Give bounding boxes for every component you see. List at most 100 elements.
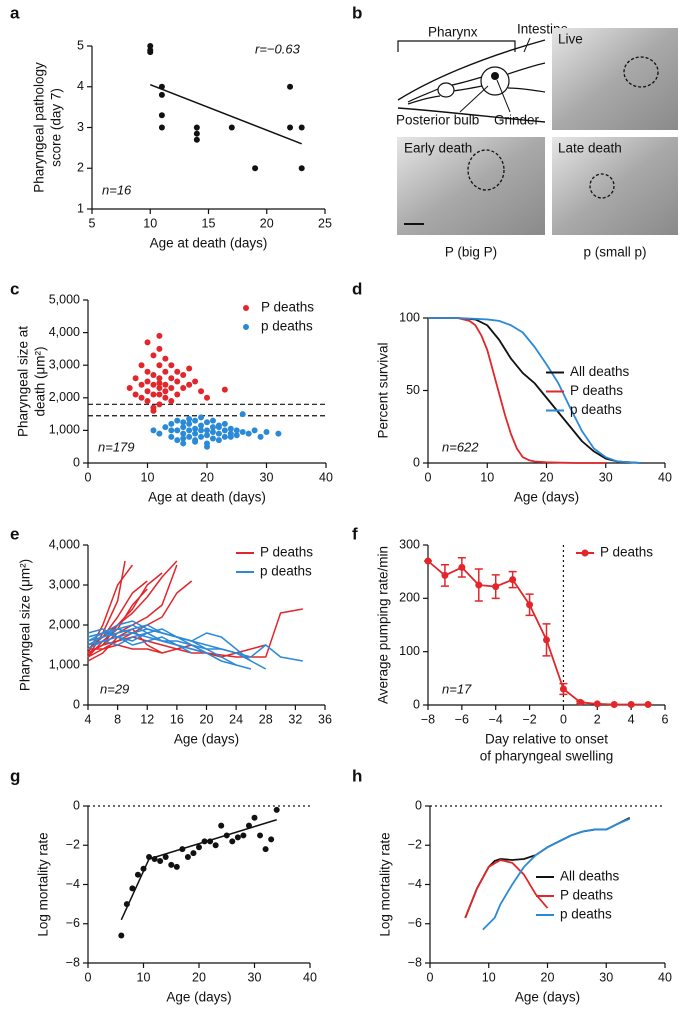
point [192, 430, 199, 437]
point [186, 365, 193, 372]
point [204, 427, 210, 434]
y-tick-label: 0 [413, 697, 420, 711]
x-tick-label: 30 [248, 970, 262, 984]
legend-label: P deaths [570, 383, 623, 398]
annotation: n=622 [442, 439, 479, 454]
point [240, 832, 247, 839]
point [576, 698, 584, 706]
y-tick-label: 0 [73, 798, 80, 812]
point [156, 385, 163, 392]
point [268, 836, 275, 843]
point [209, 435, 216, 442]
point [610, 700, 618, 708]
x-tick-label: 10 [143, 216, 157, 230]
point [198, 422, 205, 429]
x-axis-label: Age at death (days) [150, 236, 268, 251]
pharynx-outline [589, 173, 615, 199]
point [174, 427, 181, 434]
y-tick-label: 4 [77, 79, 84, 93]
y-axis-label: Pharyngeal size at [16, 326, 31, 437]
point [150, 407, 157, 414]
point [144, 378, 151, 385]
x-tick-label: 20 [192, 970, 206, 984]
point [193, 136, 200, 143]
point [156, 332, 163, 339]
point [245, 430, 252, 437]
point [193, 130, 200, 137]
panel-letter: b [352, 3, 362, 22]
point [227, 433, 234, 440]
x-axis-label: Age (days) [166, 990, 231, 1005]
point [228, 124, 235, 131]
pharynx-outline [467, 149, 505, 191]
point [180, 435, 187, 442]
point [150, 371, 157, 378]
posterior-bulb [480, 66, 510, 96]
x-tick-label: 4 [85, 712, 92, 726]
point [273, 806, 280, 813]
point [156, 380, 163, 387]
legend-label: p deaths [560, 907, 612, 922]
point [186, 420, 193, 427]
point [198, 414, 205, 421]
point [239, 411, 246, 418]
x-tick-label: 0 [427, 970, 434, 984]
point [150, 427, 157, 434]
point [209, 429, 216, 436]
point [186, 433, 193, 440]
point [129, 885, 136, 892]
point [162, 381, 169, 388]
point [180, 430, 187, 437]
point [198, 388, 205, 395]
x-tick-label: 10 [482, 970, 496, 984]
series-line [482, 817, 631, 931]
series-line [428, 317, 642, 464]
point [157, 857, 164, 864]
legend-label: p deaths [570, 402, 622, 417]
point [168, 427, 175, 434]
y-axis-label: Pharyngeal pathology [32, 62, 47, 193]
point [644, 700, 652, 708]
x-tick-label: 12 [140, 712, 154, 726]
point [229, 838, 236, 845]
point [251, 427, 258, 434]
y-tick-label: 1,000 [49, 657, 80, 671]
point [204, 443, 210, 450]
point [162, 368, 169, 375]
x-tick-label: 15 [202, 216, 216, 230]
x-tick-label: 10 [141, 470, 155, 484]
point [221, 420, 228, 427]
x-tick-label: 20 [200, 470, 214, 484]
pointer [459, 85, 489, 113]
point [168, 861, 175, 868]
x-tick-label: 36 [318, 712, 332, 726]
x-tick-label: 20 [260, 216, 274, 230]
trajectory-line [87, 620, 252, 662]
point [492, 583, 500, 591]
point [180, 371, 187, 378]
x-axis-label: Age at death (days) [148, 490, 266, 505]
legend-label: P deaths [560, 888, 613, 903]
point [147, 47, 154, 54]
panel-letter: a [10, 3, 20, 22]
y-axis-label: score (day 7) [49, 88, 64, 167]
y-tick-label: −2 [66, 838, 80, 852]
point [180, 424, 187, 431]
y-tick-label: 0 [415, 798, 422, 812]
grinder [491, 72, 499, 80]
point [204, 394, 210, 401]
legend-label: p deaths [260, 564, 312, 579]
legend-label: p deaths [261, 319, 313, 334]
point [144, 388, 151, 395]
y-tick-label: −4 [66, 877, 80, 891]
y-tick-label: 3,000 [49, 577, 80, 591]
point [180, 440, 187, 447]
x-tick-label: 20 [540, 470, 554, 484]
worm-outline [397, 39, 546, 123]
x-axis-label: Day relative to onset [485, 732, 608, 747]
series-line [428, 317, 642, 464]
point [168, 385, 175, 392]
point [168, 375, 175, 382]
point [138, 362, 145, 369]
point [458, 563, 466, 571]
